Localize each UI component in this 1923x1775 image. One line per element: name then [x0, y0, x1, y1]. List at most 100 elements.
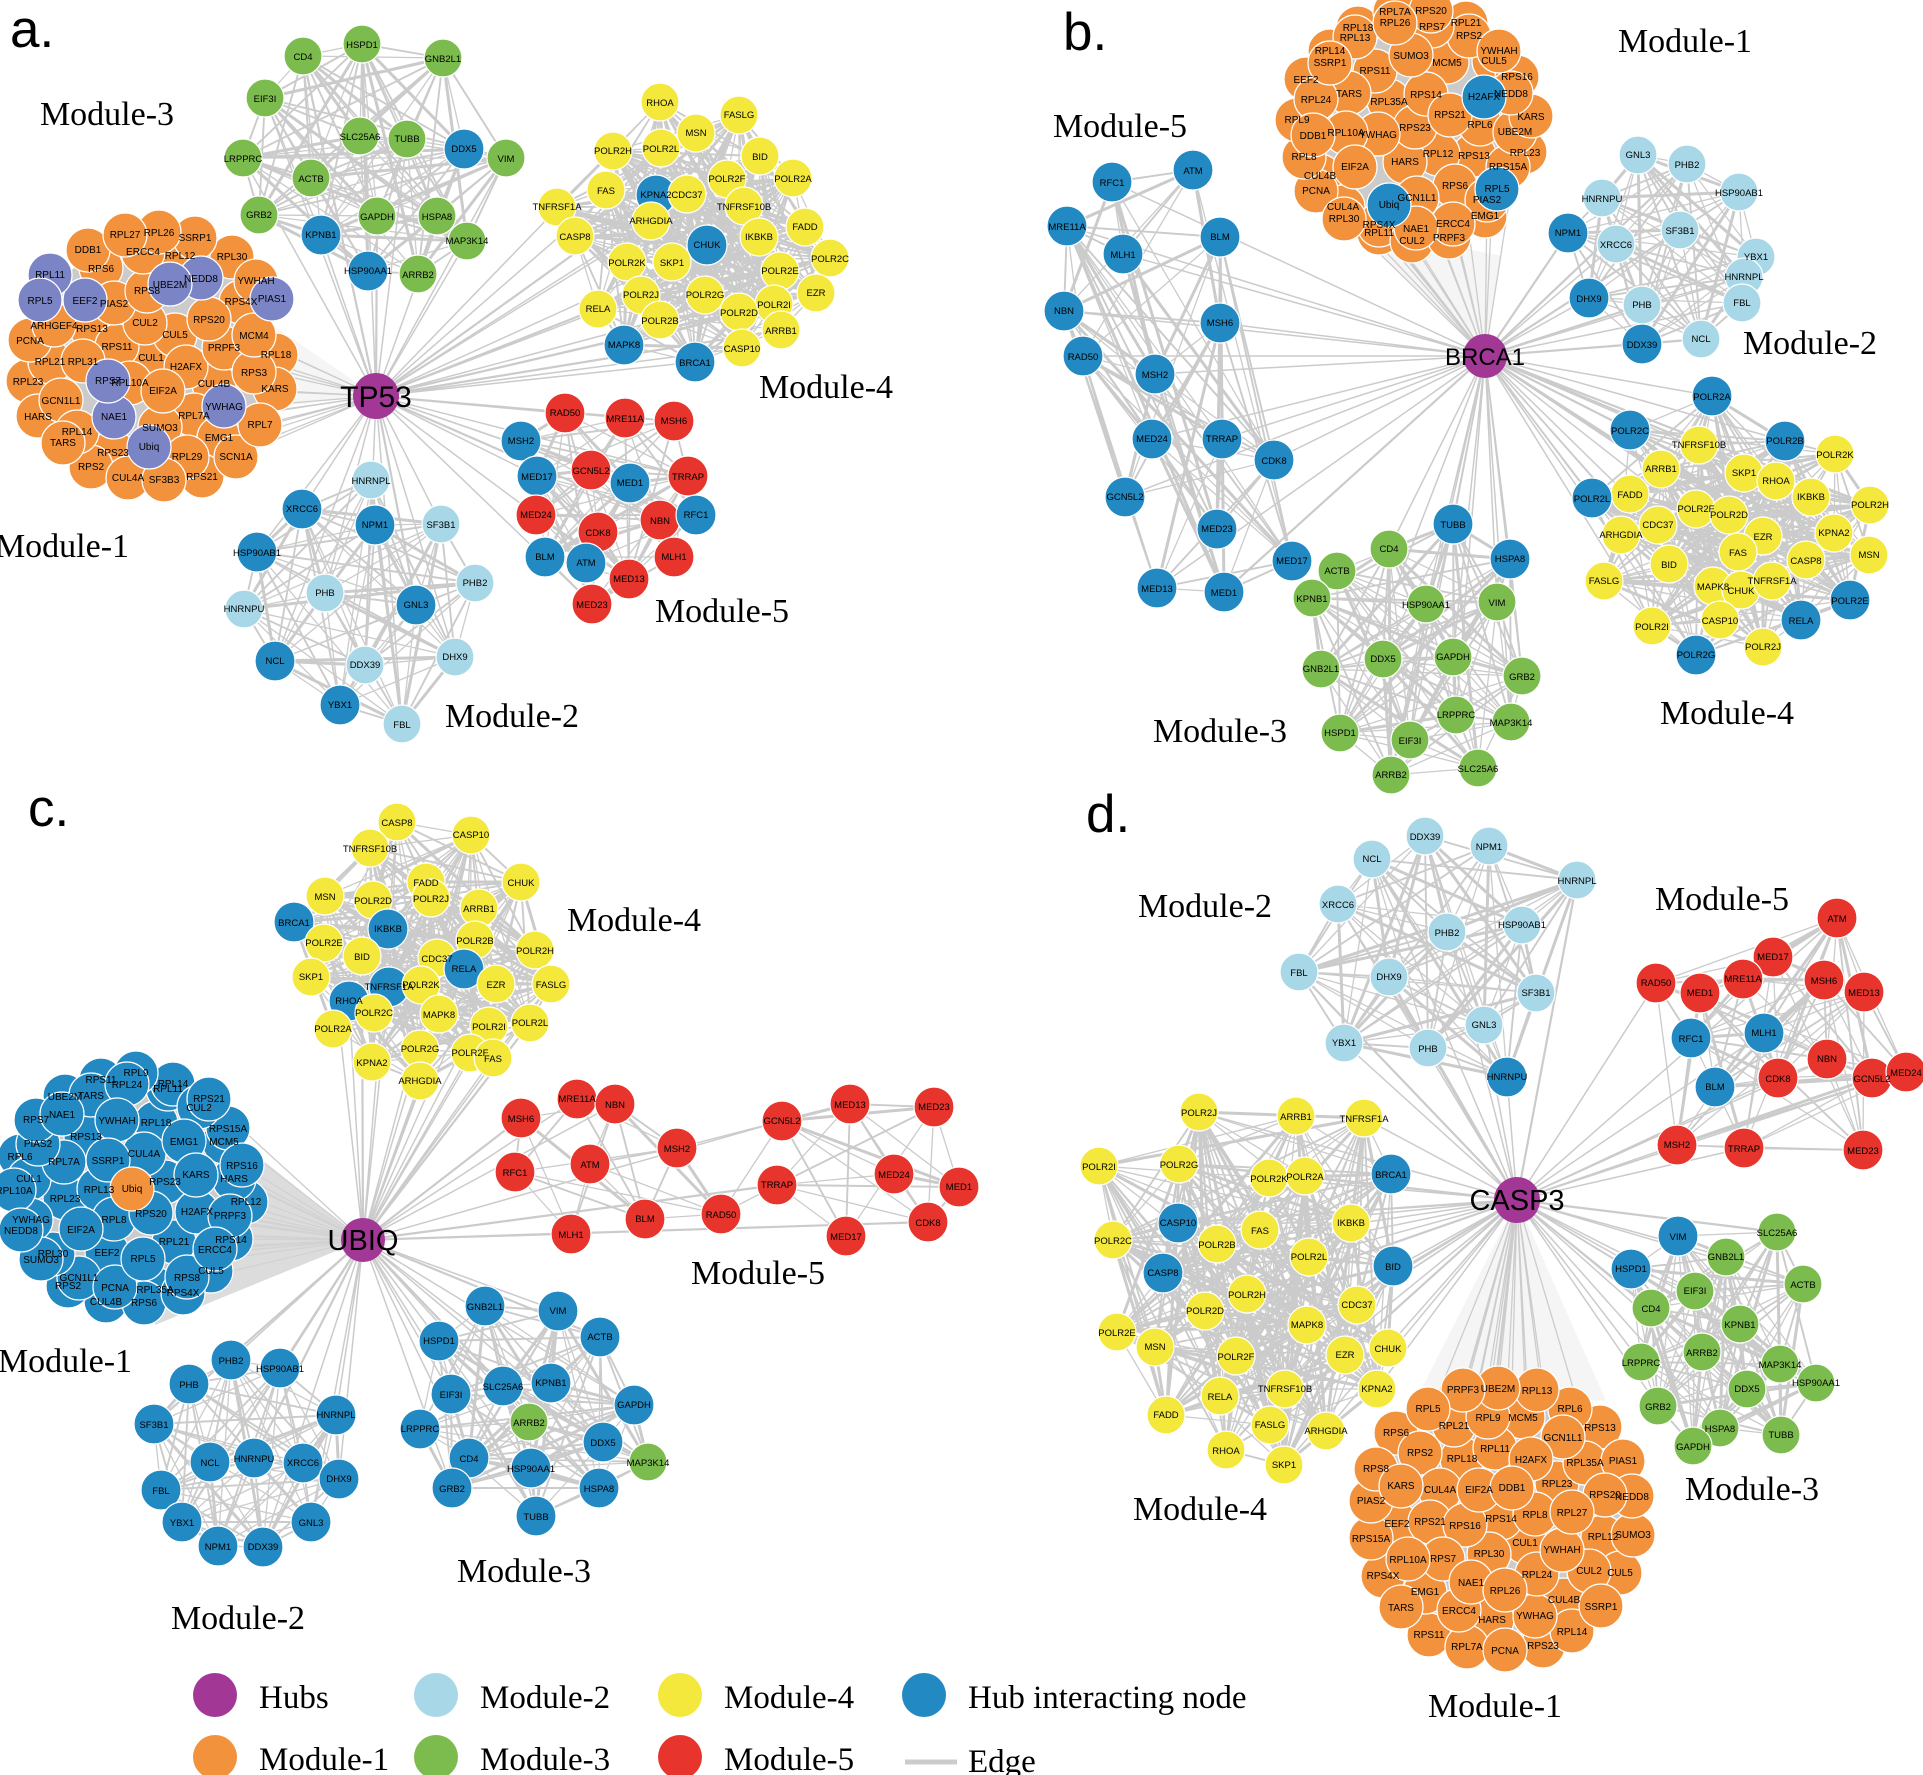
- svg-text:RPL23: RPL23: [13, 377, 44, 388]
- svg-text:RPL29: RPL29: [172, 452, 203, 463]
- svg-text:POLR2L: POLR2L: [1574, 494, 1610, 505]
- svg-text:RPS15A: RPS15A: [209, 1124, 248, 1135]
- svg-text:TARS: TARS: [1336, 89, 1362, 100]
- svg-text:DDX5: DDX5: [1370, 654, 1395, 665]
- svg-text:SF3B1: SF3B1: [426, 520, 455, 531]
- svg-text:TNFRSF1A: TNFRSF1A: [532, 202, 582, 213]
- svg-text:SF3B3: SF3B3: [149, 475, 180, 486]
- svg-text:RPL6: RPL6: [7, 1152, 32, 1163]
- svg-text:HSPD1: HSPD1: [346, 40, 378, 51]
- svg-text:RPS6: RPS6: [1442, 181, 1469, 192]
- svg-text:FASLG: FASLG: [536, 980, 567, 991]
- svg-text:RPL10A: RPL10A: [111, 378, 149, 389]
- svg-text:MCM4: MCM4: [239, 331, 269, 342]
- svg-text:POLR2G: POLR2G: [1160, 1160, 1199, 1171]
- svg-text:CD4: CD4: [293, 52, 312, 63]
- svg-text:IKBKB: IKBKB: [745, 232, 773, 243]
- svg-text:b.: b.: [1063, 3, 1107, 62]
- svg-text:RPS2: RPS2: [78, 462, 105, 473]
- svg-text:DHX9: DHX9: [442, 652, 467, 663]
- svg-text:SLC25A6: SLC25A6: [483, 1382, 524, 1393]
- svg-text:RELA: RELA: [586, 304, 611, 315]
- svg-text:UBE2M: UBE2M: [1481, 1384, 1515, 1395]
- svg-text:KARS: KARS: [261, 384, 289, 395]
- svg-text:ERCC4: ERCC4: [198, 1245, 232, 1256]
- svg-text:RPS3: RPS3: [241, 368, 268, 379]
- svg-text:TUBB: TUBB: [394, 134, 419, 145]
- svg-text:RPS14: RPS14: [215, 1235, 247, 1246]
- svg-text:KPNB1: KPNB1: [535, 1378, 566, 1389]
- svg-text:FASLG: FASLG: [724, 110, 755, 121]
- svg-text:POLR2C: POLR2C: [355, 1008, 393, 1019]
- svg-text:HSPA8: HSPA8: [584, 1484, 614, 1495]
- svg-text:BID: BID: [1385, 1262, 1401, 1273]
- svg-text:SUMO3: SUMO3: [142, 423, 178, 434]
- svg-text:SKP1: SKP1: [1732, 468, 1756, 479]
- svg-text:RPS20: RPS20: [135, 1209, 167, 1220]
- svg-text:POLR2D: POLR2D: [720, 308, 758, 319]
- svg-text:POLR2B: POLR2B: [1198, 1240, 1236, 1251]
- svg-text:POLR2I: POLR2I: [472, 1022, 506, 1033]
- svg-text:NCL: NCL: [200, 1458, 219, 1469]
- svg-text:VIM: VIM: [1670, 1232, 1687, 1243]
- svg-text:H2AFX: H2AFX: [181, 1207, 214, 1218]
- svg-text:RPS21: RPS21: [186, 472, 218, 483]
- svg-text:H2AFX: H2AFX: [170, 362, 203, 373]
- svg-text:EIF3I: EIF3I: [1684, 1286, 1707, 1297]
- svg-text:HNRNPU: HNRNPU: [224, 604, 265, 615]
- svg-text:CUL1: CUL1: [1512, 1538, 1538, 1549]
- svg-text:MAP3K14: MAP3K14: [627, 1458, 670, 1469]
- svg-text:RPL8: RPL8: [101, 1215, 126, 1226]
- svg-text:DDX39: DDX39: [1627, 340, 1658, 351]
- svg-text:POLR2K: POLR2K: [1816, 450, 1854, 461]
- svg-text:RPS13: RPS13: [1458, 151, 1490, 162]
- svg-text:RPL30: RPL30: [38, 1249, 69, 1260]
- svg-text:RPL13: RPL13: [1340, 33, 1371, 44]
- svg-text:Module-2: Module-2: [171, 1600, 305, 1637]
- svg-text:CUL1: CUL1: [138, 353, 164, 364]
- svg-text:MSH6: MSH6: [508, 1114, 534, 1125]
- svg-text:FAS: FAS: [1251, 1226, 1269, 1237]
- svg-text:ARRB1: ARRB1: [463, 904, 495, 915]
- svg-text:XRCC6: XRCC6: [286, 504, 318, 515]
- svg-text:RPL31: RPL31: [68, 357, 99, 368]
- svg-text:RPS4X: RPS4X: [1367, 1571, 1400, 1582]
- svg-text:RPL14: RPL14: [62, 427, 93, 438]
- svg-text:RPL12: RPL12: [1423, 149, 1454, 160]
- svg-text:RPL30: RPL30: [217, 252, 248, 263]
- svg-text:FADD: FADD: [1153, 1410, 1178, 1421]
- svg-text:RPL13: RPL13: [84, 1185, 115, 1196]
- svg-text:RPL10A: RPL10A: [1327, 128, 1365, 139]
- svg-text:RPS6: RPS6: [88, 264, 115, 275]
- svg-text:RPL30: RPL30: [1329, 214, 1360, 225]
- svg-text:RPS11: RPS11: [1360, 66, 1391, 77]
- svg-text:TARS: TARS: [1388, 1603, 1414, 1614]
- svg-text:SLC25A6: SLC25A6: [1458, 764, 1499, 775]
- svg-text:MED23: MED23: [918, 1102, 950, 1113]
- svg-text:RPL12: RPL12: [1588, 1532, 1619, 1543]
- svg-text:CASP10: CASP10: [1702, 616, 1738, 627]
- svg-text:RPL5: RPL5: [130, 1254, 155, 1265]
- svg-text:PIAS2: PIAS2: [1473, 195, 1502, 206]
- svg-text:CUL5: CUL5: [1481, 56, 1507, 67]
- svg-text:CUL4A: CUL4A: [112, 473, 145, 484]
- svg-text:HARS: HARS: [220, 1174, 248, 1185]
- svg-text:Module-4: Module-4: [1660, 695, 1794, 732]
- svg-text:RPL23: RPL23: [1542, 1479, 1573, 1490]
- svg-text:KPNA2: KPNA2: [1361, 1384, 1392, 1395]
- svg-text:Module-1: Module-1: [259, 1742, 389, 1775]
- svg-text:NCL: NCL: [1691, 334, 1710, 345]
- svg-text:MED23: MED23: [1201, 524, 1233, 535]
- svg-text:TRRAP: TRRAP: [1206, 434, 1238, 445]
- svg-text:SCN1A: SCN1A: [219, 452, 253, 463]
- svg-text:EEF2: EEF2: [72, 296, 97, 307]
- svg-text:LRPPRC: LRPPRC: [1622, 1358, 1661, 1369]
- svg-text:EEF2: EEF2: [94, 1248, 119, 1259]
- svg-text:FBL: FBL: [393, 720, 410, 731]
- svg-text:NCL: NCL: [1362, 854, 1381, 865]
- svg-text:RPS21: RPS21: [1414, 1517, 1446, 1528]
- svg-text:EZR: EZR: [807, 288, 826, 299]
- svg-text:POLR2J: POLR2J: [413, 894, 449, 905]
- svg-text:RPS20: RPS20: [1589, 1490, 1621, 1501]
- svg-text:CASP8: CASP8: [559, 232, 590, 243]
